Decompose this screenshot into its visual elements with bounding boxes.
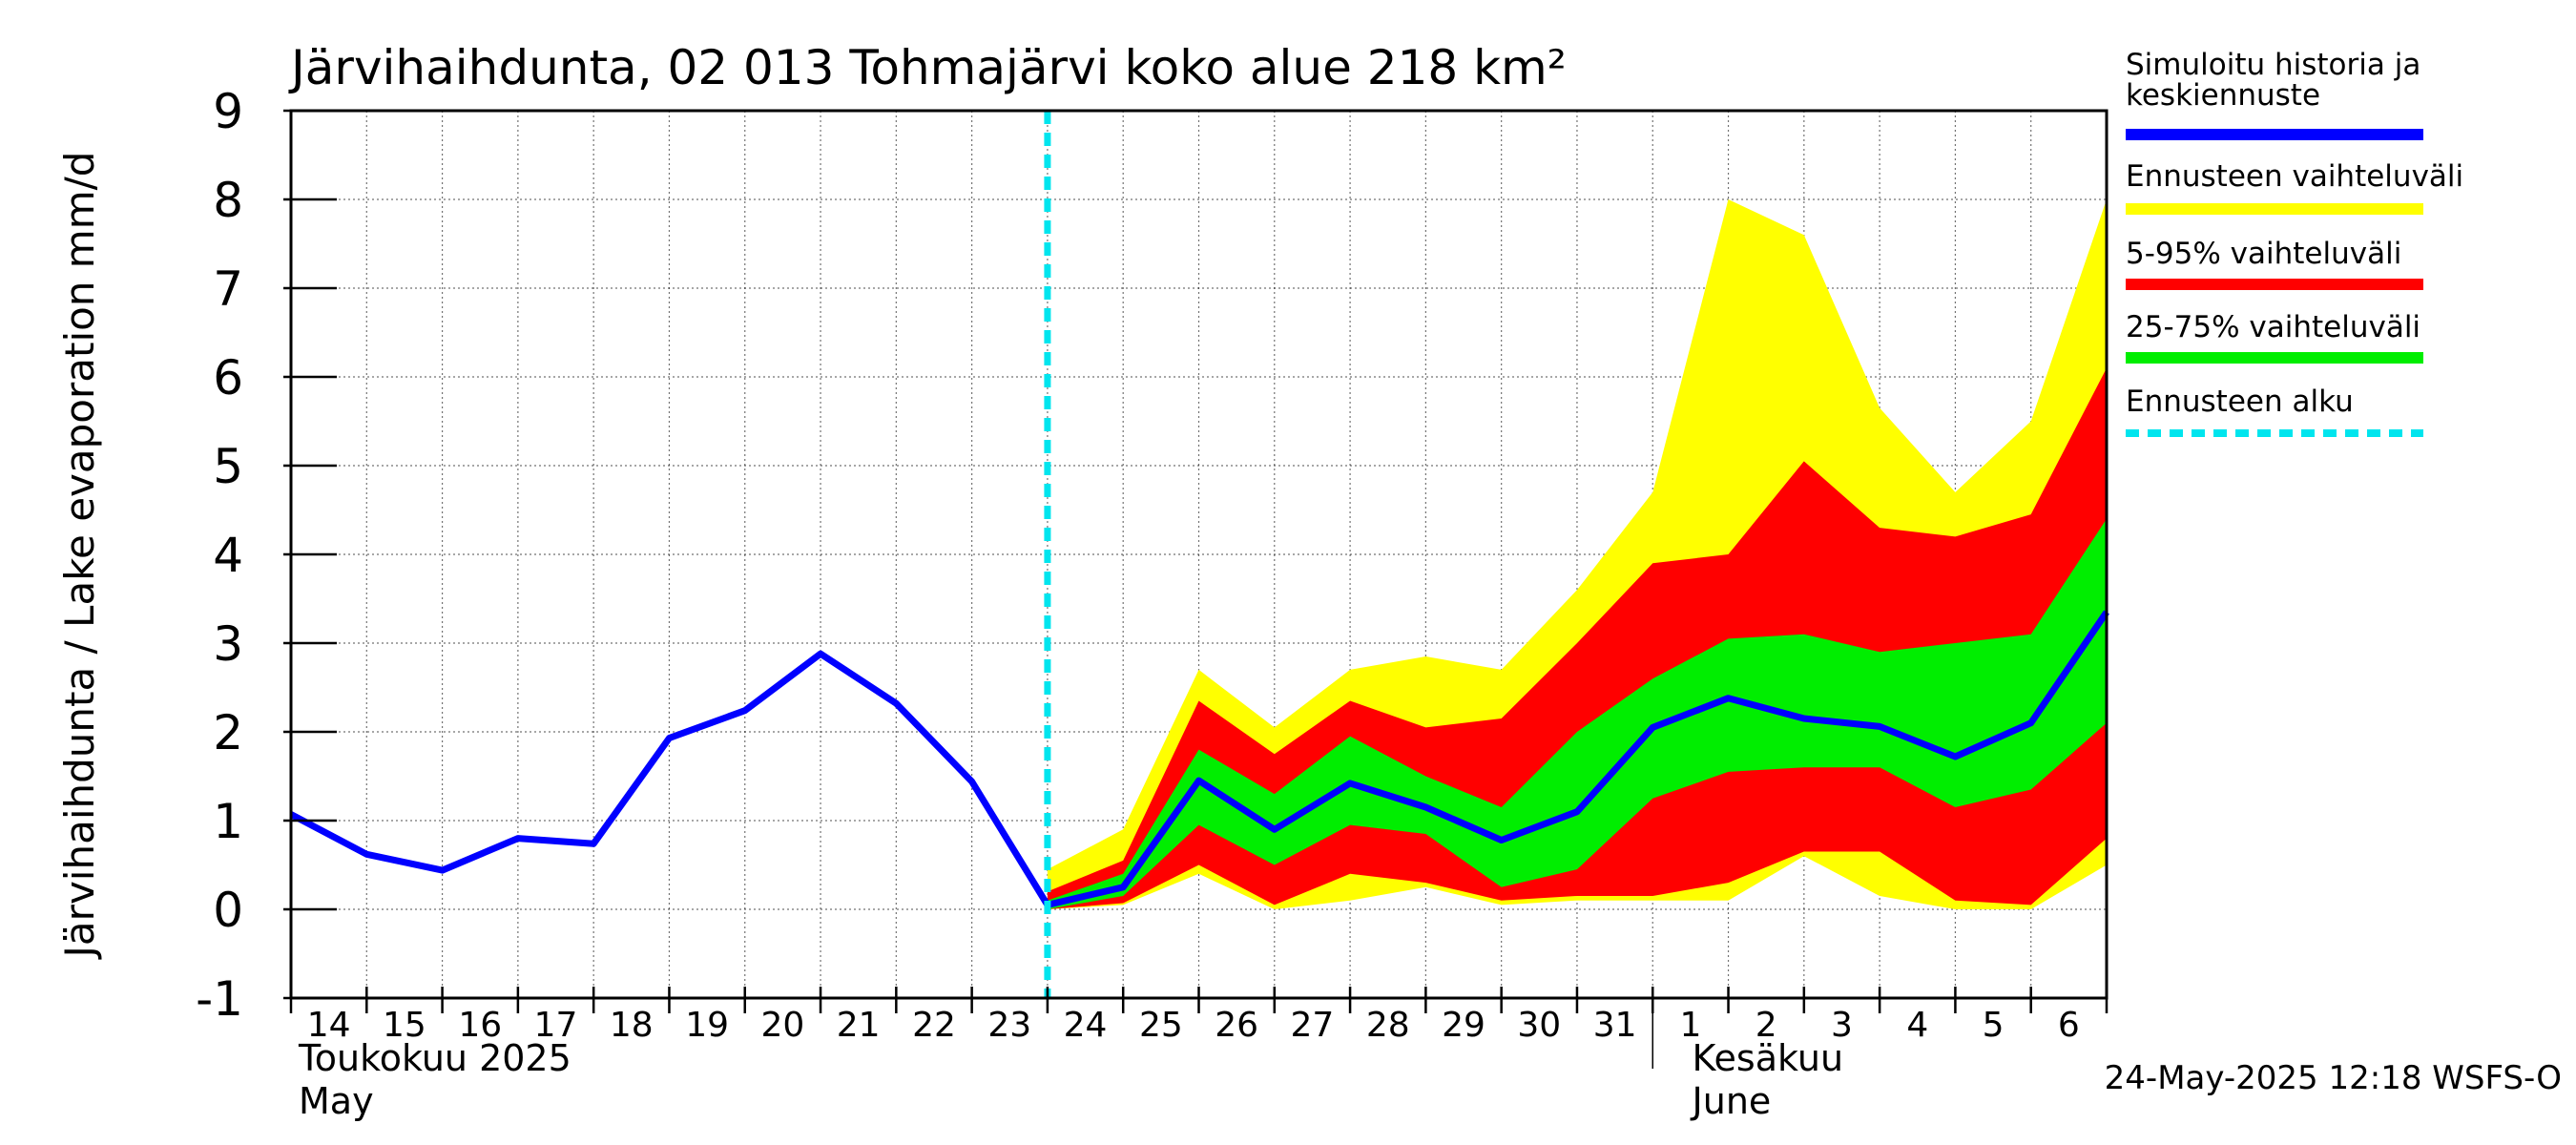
footer-timestamp: 24-May-2025 12:18 WSFS-O	[2105, 1059, 2562, 1097]
x-tick-label: 18	[610, 1006, 654, 1045]
chart-title: Järvihaihdunta, 02 013 Tohmajärvi koko a…	[288, 40, 1567, 95]
y-tick-label: 1	[213, 794, 243, 849]
y-tick-label: 9	[213, 84, 243, 139]
y-tick-label: 3	[213, 616, 243, 672]
x-tick-label: 22	[912, 1006, 956, 1045]
x-tick-label: 5	[1983, 1006, 2005, 1045]
y-axis: -1 0 1 2 3 4 5 6 7 8 9	[196, 84, 337, 1027]
x-tick-label: 30	[1517, 1006, 1561, 1045]
month-label-fi: Kesäkuu	[1693, 1037, 1844, 1079]
history-line	[289, 650, 1050, 907]
y-tick-label: 8	[213, 173, 243, 228]
legend-label: 25-75% vaihteluväli	[2126, 310, 2420, 344]
x-tick-label: 14	[307, 1006, 351, 1045]
x-tick-label: 20	[760, 1006, 804, 1045]
y-tick-label: 2	[213, 705, 243, 760]
x-tick-label: 25	[1139, 1006, 1183, 1045]
legend-label: Simuloitu historia ja	[2126, 48, 2420, 82]
x-tick-label: 28	[1366, 1006, 1410, 1045]
x-tick-label: 31	[1593, 1006, 1637, 1045]
x-tick-label: 27	[1291, 1006, 1335, 1045]
month-label-fi: Toukokuu 2025	[298, 1037, 571, 1079]
x-tick-label: 15	[383, 1006, 426, 1045]
y-tick-label: -1	[196, 971, 243, 1027]
month-label-en: June	[1691, 1080, 1772, 1122]
x-tick-label: 23	[987, 1006, 1031, 1045]
y-tick-label: 7	[213, 261, 243, 317]
median-forecast-line	[1047, 610, 2109, 908]
y-tick-label: 6	[213, 350, 243, 406]
lines	[289, 111, 2109, 998]
x-axis: 14 15 16 17 18 19 20 21 22 23 24 25 26 27 28 29 30 31 1 2 3 4…	[289, 987, 2109, 1122]
y-axis-label: Järvihaihdunta / Lake evaporation mm/d	[56, 152, 103, 961]
legend-label: keskiennuste	[2126, 78, 2320, 113]
x-tick-label: 1	[1679, 1006, 1701, 1045]
legend-label: 5-95% vaihteluväli	[2126, 237, 2401, 271]
legend-label: Ennusteen alku	[2126, 385, 2354, 419]
x-tick-label: 24	[1064, 1006, 1108, 1045]
x-tick-label: 21	[837, 1006, 881, 1045]
x-tick-label: 17	[534, 1006, 578, 1045]
y-tick-label: 4	[213, 528, 243, 583]
x-tick-label: 3	[1831, 1006, 1853, 1045]
y-tick-label: 5	[213, 439, 243, 494]
x-tick-label: 6	[2058, 1006, 2080, 1045]
month-label-en: May	[299, 1080, 374, 1122]
legend-label: Ennusteen vaihteluväli	[2126, 159, 2463, 194]
x-tick-label: 19	[685, 1006, 729, 1045]
x-tick-label: 4	[1906, 1006, 1928, 1045]
x-tick-label: 2	[1755, 1006, 1777, 1045]
bands	[1047, 199, 2107, 909]
x-tick-label: 16	[458, 1006, 502, 1045]
x-tick-label: 26	[1215, 1006, 1258, 1045]
y-tick-label: 0	[213, 883, 243, 938]
band-25-75-vaihteluv-li	[1047, 518, 2107, 909]
x-tick-label: 29	[1442, 1006, 1485, 1045]
